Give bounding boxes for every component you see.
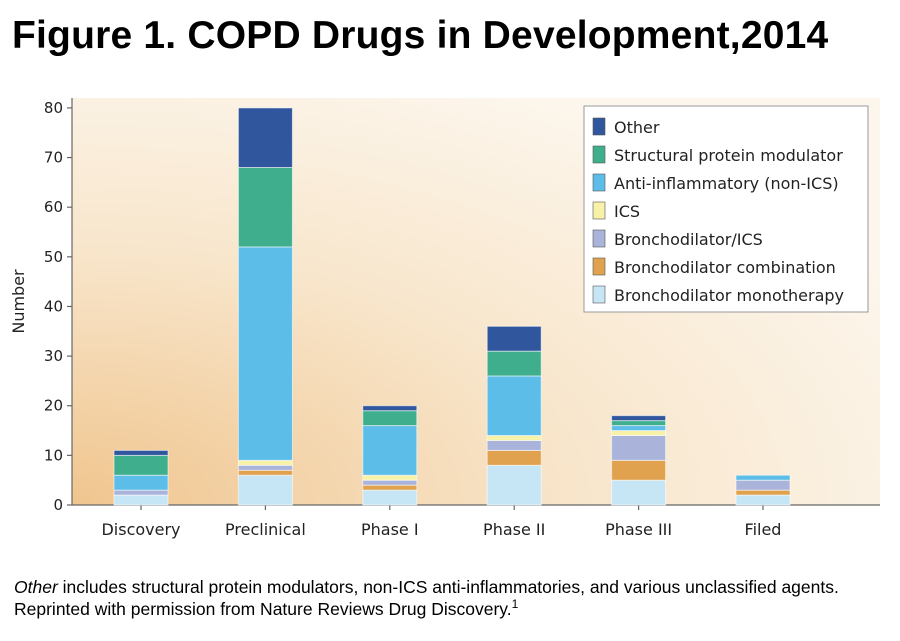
bar-segment <box>611 425 667 432</box>
bar-segment <box>362 484 418 491</box>
bar-segment <box>362 405 418 412</box>
bars <box>113 107 791 506</box>
x-tick-label: Filed <box>745 520 782 539</box>
bar-segment <box>113 454 169 476</box>
bar-segment <box>113 474 169 491</box>
bar-segment <box>113 489 169 496</box>
y-tick-label: 0 <box>53 496 63 514</box>
y-tick-label: 40 <box>44 297 63 315</box>
caption-italic: Other <box>14 577 58 597</box>
bar-segment <box>237 469 293 476</box>
y-tick-label: 70 <box>44 149 63 167</box>
bar-segment <box>362 410 418 427</box>
bar-segment <box>362 479 418 486</box>
y-tick-label: 30 <box>44 347 63 365</box>
figure-caption: Other includes structural protein modula… <box>14 576 894 620</box>
x-tick-label: Discovery <box>101 520 180 539</box>
bar-segment <box>486 435 542 441</box>
bar-segment <box>237 459 293 466</box>
bar-segment <box>113 494 169 506</box>
bar-segment <box>611 420 667 427</box>
legend-swatch <box>592 285 606 304</box>
legend-swatch <box>592 229 606 248</box>
y-tick-label: 50 <box>44 248 63 266</box>
bar-segment <box>611 415 667 422</box>
figure-title: Figure 1. COPD Drugs in Development,2014 <box>12 14 829 57</box>
bar-segment <box>362 425 418 476</box>
caption-superscript: 1 <box>511 597 519 612</box>
x-tick-label: Preclinical <box>225 520 306 539</box>
legend-label: Bronchodilator combination <box>614 258 836 277</box>
bar-segment <box>611 459 667 481</box>
bar-segment <box>486 375 542 437</box>
bar-segment <box>237 107 293 168</box>
legend-swatch <box>592 117 606 136</box>
bar-segment <box>735 494 791 506</box>
bar-segment <box>237 166 293 248</box>
bar-segment <box>735 489 791 496</box>
bar-segment <box>362 489 418 506</box>
bar-segment <box>237 246 293 461</box>
y-tick-label: 60 <box>44 198 63 216</box>
bar-segment <box>611 430 667 437</box>
bar-segment <box>486 439 542 451</box>
bar-segment <box>486 464 542 506</box>
bar-segment <box>735 474 791 481</box>
legend-label: Structural protein modulator <box>614 146 843 165</box>
legend-label: Bronchodilator/ICS <box>614 230 763 249</box>
bar-segment <box>611 479 667 506</box>
x-tick-label: Phase I <box>361 520 419 539</box>
y-axis-title: Number <box>9 269 28 334</box>
legend-swatch <box>592 145 606 164</box>
legend: Other Structural protein modulator Anti-in… <box>583 105 869 313</box>
y-tick-label: 10 <box>44 446 63 464</box>
chart-area: 0 10 20 30 40 50 60 70 80 Number Discovery Preclini… <box>0 88 900 558</box>
legend-label: Anti-inflammatory (non-ICS) <box>614 174 839 193</box>
legend-label: Bronchodilator monotherapy <box>614 286 844 305</box>
bar-segment <box>486 325 542 352</box>
bar-segment <box>113 449 169 456</box>
bar-segment <box>362 474 418 481</box>
stacked-bar-chart: 0 10 20 30 40 50 60 70 80 Number Discovery Preclini… <box>9 98 880 539</box>
x-tick-label: Phase III <box>605 520 672 539</box>
bar-segment <box>735 479 791 491</box>
y-tick-label: 20 <box>44 397 63 415</box>
caption-text: includes structural protein modulators, … <box>14 577 839 619</box>
legend-box <box>583 105 869 313</box>
bar-segment <box>486 449 542 466</box>
x-tick-label: Phase II <box>483 520 545 539</box>
bar-segment <box>611 435 667 461</box>
legend-swatch <box>592 201 606 220</box>
legend-swatch <box>592 173 606 192</box>
bar-segment <box>486 350 542 377</box>
axes: 0 10 20 30 40 50 60 70 80 Number Discovery Preclini… <box>9 98 880 539</box>
legend-label: Other <box>614 118 660 137</box>
legend-swatch <box>592 257 606 276</box>
y-tick-label: 80 <box>44 99 63 117</box>
legend-label: ICS <box>614 202 640 221</box>
bar-segment <box>237 464 293 471</box>
bar-segment <box>237 474 293 506</box>
